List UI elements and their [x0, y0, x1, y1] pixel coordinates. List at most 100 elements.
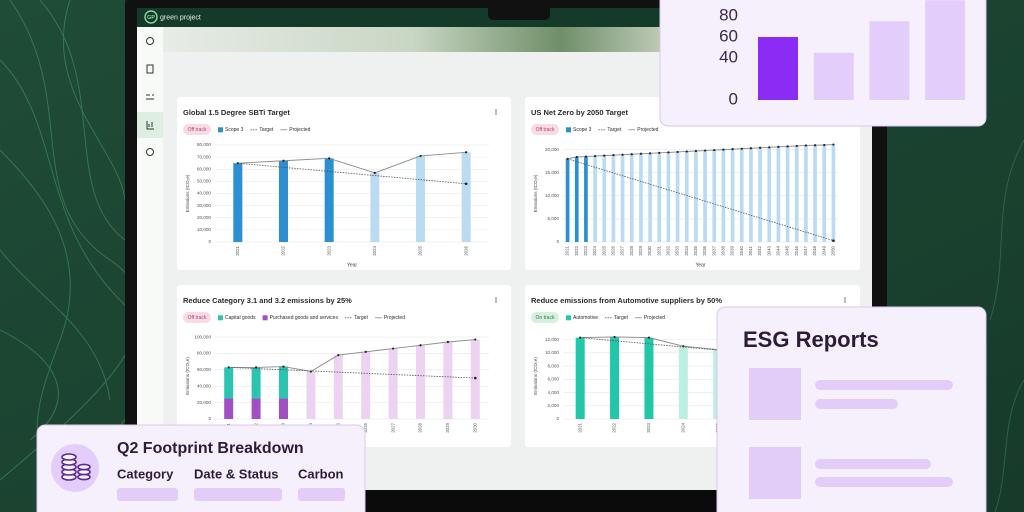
- bar: [565, 158, 570, 242]
- bar: [574, 157, 579, 242]
- card-background: [177, 97, 511, 270]
- x-tick-label: 2043: [766, 245, 771, 255]
- projected-point: [768, 146, 771, 149]
- projected-point: [658, 151, 661, 154]
- y-axis-label: Emissions (tCO₂e): [533, 174, 538, 212]
- bar: [611, 155, 616, 242]
- legend-swatch: [218, 127, 223, 133]
- x-tick-label: 2035: [693, 245, 698, 255]
- card-title: US Net Zero by 2050 Target: [531, 108, 628, 117]
- x-tick-label: 2026: [611, 245, 616, 255]
- x-tick-label: 2029: [638, 245, 643, 255]
- menu-dot: [844, 299, 846, 301]
- x-tick-label: 2026: [363, 422, 368, 432]
- menu-dot: [495, 297, 497, 299]
- y-tick-label: 6,000: [548, 377, 560, 382]
- bar: [721, 149, 726, 242]
- column-header: Date & Status: [194, 466, 279, 481]
- y-axis-label: Emissions (tCO₂e): [533, 357, 538, 395]
- bar: [694, 151, 698, 242]
- projected-point: [465, 151, 468, 154]
- bar: [370, 172, 380, 242]
- legend-swatch: [566, 127, 571, 133]
- y-tick-label: 10,000: [545, 350, 559, 355]
- projected-point: [373, 171, 376, 174]
- status-text: Off track: [188, 127, 207, 133]
- bar: [610, 336, 620, 419]
- y-tick-label: 2,000: [548, 403, 560, 408]
- projected-point: [227, 366, 230, 369]
- coins-icon: [61, 453, 91, 481]
- status-text: Off track: [188, 315, 207, 321]
- card-background: [177, 285, 511, 447]
- bar: [730, 149, 735, 242]
- sidebar: [137, 27, 163, 490]
- placeholder-thumb: [749, 368, 801, 420]
- bar: [251, 398, 261, 419]
- y-tick-label: 60: [719, 26, 738, 45]
- x-tick-label: 2022: [574, 245, 579, 255]
- y-tick-label: 0: [208, 239, 211, 244]
- bar: [684, 151, 689, 242]
- x-tick-label: 2022: [281, 245, 286, 255]
- projected-point: [647, 336, 651, 339]
- x-tick-label: 2029: [445, 422, 450, 432]
- legend-label: Projected: [289, 127, 310, 133]
- chart-card: US Net Zero by 2050 Target Off track Scope…: [525, 97, 860, 270]
- projected-point: [474, 338, 477, 341]
- card-title: Reduce Category 3.1 and 3.2 emissions by…: [183, 296, 352, 305]
- bar: [279, 398, 288, 419]
- legend-label: Projected: [384, 315, 405, 321]
- projected-point: [593, 154, 597, 158]
- bar: [251, 367, 261, 399]
- x-tick-label: 2023: [583, 245, 588, 255]
- projected-point: [392, 347, 395, 350]
- menu-dot: [844, 301, 846, 303]
- bar: [324, 158, 334, 242]
- projected-point: [713, 148, 716, 152]
- bar: [678, 346, 688, 419]
- logo-text: GP: [147, 15, 155, 21]
- bar: [666, 152, 671, 242]
- bar: [620, 154, 625, 242]
- projected-point: [630, 153, 633, 156]
- legend-swatch: [566, 315, 571, 321]
- projected-point: [758, 146, 762, 149]
- legend-label: Capital goods: [225, 315, 256, 321]
- projected-point: [731, 148, 734, 151]
- legend-label: Target: [614, 315, 629, 321]
- x-tick-label: 2024: [592, 245, 597, 255]
- x-tick-label: 2050: [831, 245, 836, 255]
- projected-point: [282, 365, 285, 368]
- x-tick-label: 2021: [577, 422, 582, 432]
- y-axis-label: Emissions (tCO₂e): [185, 357, 190, 395]
- projected-point: [575, 155, 578, 159]
- x-tick-label: 2045: [785, 245, 790, 255]
- x-tick-label: 2034: [684, 245, 689, 255]
- x-tick-label: 2022: [612, 422, 617, 432]
- placeholder-cell: [298, 488, 345, 501]
- projected-point: [236, 162, 239, 165]
- bar: [461, 152, 471, 242]
- y-tick-label: 60,000: [197, 367, 211, 372]
- menu-dot: [495, 301, 497, 303]
- y-tick-label: 80,000: [197, 142, 211, 147]
- x-tick-label: 2047: [803, 245, 808, 255]
- bar: [749, 148, 753, 242]
- esg-card: ESG Reports: [716, 306, 987, 512]
- card-title: Reduce emissions from Automotive supplie…: [531, 296, 722, 305]
- bar: [703, 150, 707, 242]
- x-tick-label: 2023: [646, 422, 651, 432]
- legend-label: Scope 3: [225, 127, 244, 133]
- projected-point: [612, 154, 615, 157]
- y-tick-label: 0: [729, 89, 738, 108]
- footprint-title: Q2 Footprint Breakdown: [117, 440, 304, 457]
- y-tick-label: 20,000: [197, 215, 211, 220]
- status-badge: [531, 312, 559, 323]
- status-text: Off track: [536, 127, 555, 133]
- projected-point: [676, 150, 679, 154]
- bar: [224, 398, 234, 419]
- bar: [804, 145, 808, 242]
- y-tick-label: 40,000: [197, 191, 211, 196]
